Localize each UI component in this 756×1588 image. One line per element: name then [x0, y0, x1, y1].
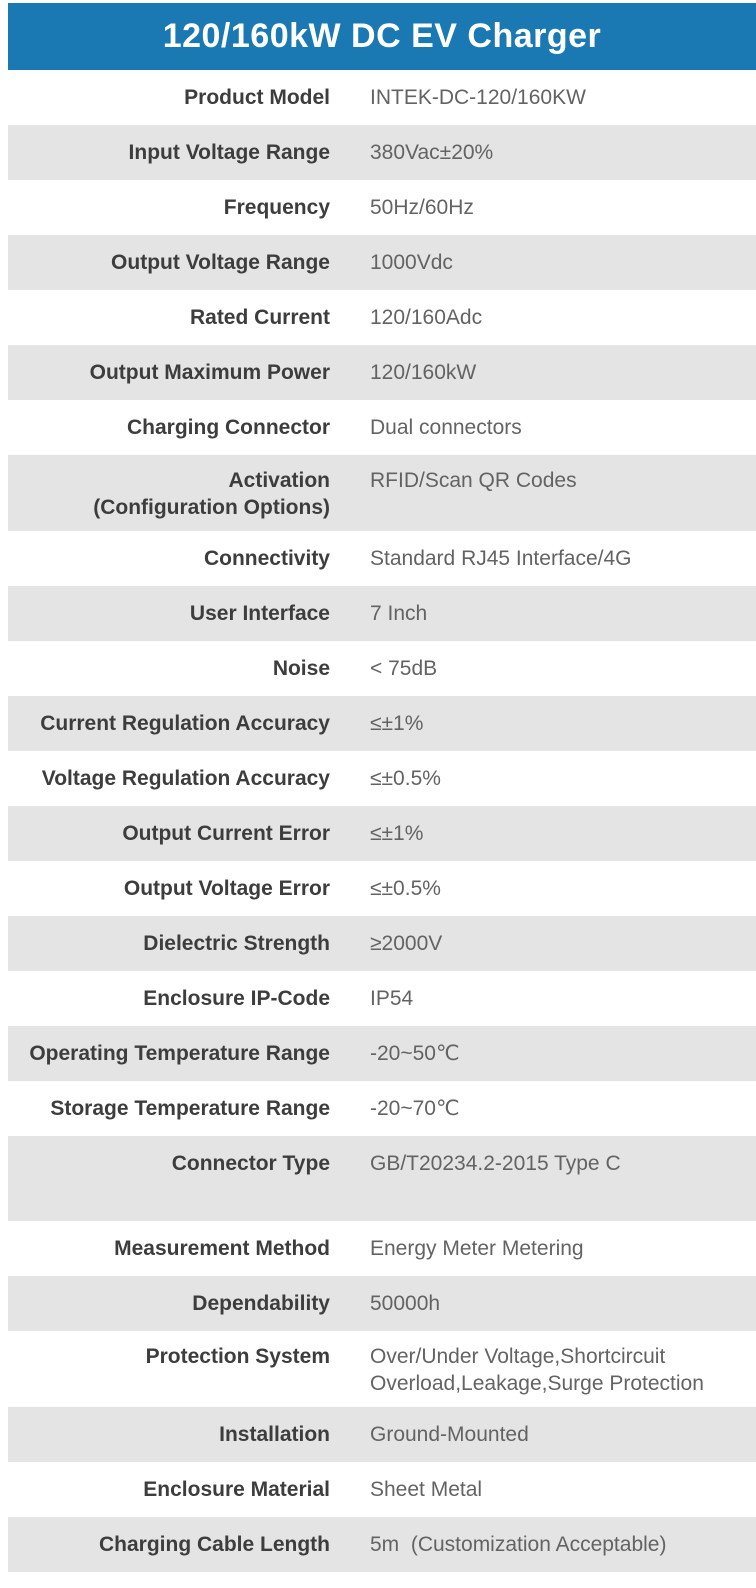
row-label: Voltage Regulation Accuracy [41, 767, 330, 790]
header-banner: 120/160kW DC EV Charger [8, 3, 756, 70]
row-label: Enclosure Material [143, 1478, 330, 1501]
row-label: Rated Current [189, 306, 330, 329]
table-row: Connectivity Standard RJ45 Interface/4G [8, 531, 756, 586]
row-label: Noise [272, 657, 330, 680]
table-row: Activation (Configuration Options) RFID/… [8, 455, 756, 531]
row-value: 120/160Adc [370, 306, 483, 329]
row-value: 5m (Customization Acceptable) [370, 1533, 667, 1556]
table-row: Voltage Regulation Accuracy ≤±0.5% [8, 751, 756, 806]
table-row: Charging Connector Dual connectors [8, 400, 756, 455]
row-value: 50000h [370, 1292, 441, 1315]
row-value: Ground-Mounted [370, 1423, 529, 1446]
row-value: ≤±0.5% [370, 767, 441, 790]
row-value: Dual connectors [370, 416, 522, 439]
row-label: Dielectric Strength [143, 932, 330, 955]
table-row: Product Model INTEK-DC-120/160KW [8, 70, 756, 125]
row-label: Activation (Configuration Options) [93, 469, 330, 519]
row-label: Product Model [184, 86, 330, 109]
row-label: Storage Temperature Range [50, 1097, 330, 1120]
row-label: Enclosure IP-Code [143, 987, 330, 1010]
row-label: Current Regulation Accuracy [40, 712, 330, 735]
table-row: Output Current Error ≤±1% [8, 806, 756, 861]
table-row: Noise < 75dB [8, 641, 756, 696]
table-row: Enclosure Material Sheet Metal [8, 1462, 756, 1517]
row-label: Charging Cable Length [99, 1533, 330, 1556]
row-label: User Interface [189, 602, 330, 625]
table-row: Charging Cable Length 5m (Customization … [8, 1517, 756, 1572]
row-value: 50Hz/60Hz [370, 196, 474, 219]
table-row: Input Voltage Range 380Vac±20% [8, 125, 756, 180]
row-label: Dependability [192, 1292, 330, 1315]
table-row: Dielectric Strength ≥2000V [8, 916, 756, 971]
table-row: Rated Current 120/160Adc [8, 290, 756, 345]
row-value: ≥2000V [370, 932, 443, 955]
row-label: Measurement Method [114, 1237, 330, 1260]
row-label: Input Voltage Range [128, 141, 330, 164]
table-row: Frequency 50Hz/60Hz [8, 180, 756, 235]
row-label: Output Current Error [122, 822, 330, 845]
row-value: RFID/Scan QR Codes [370, 469, 577, 492]
row-value: IP54 [370, 987, 414, 1010]
page-title: 120/160kW DC EV Charger [162, 17, 602, 55]
row-value: 120/160kW [370, 361, 477, 384]
row-label: Charging Connector [127, 416, 330, 439]
table-row: Current Regulation Accuracy ≤±1% [8, 696, 756, 751]
row-label: Output Voltage Range [111, 251, 330, 274]
table-row: Output Voltage Range 1000Vdc [8, 235, 756, 290]
row-label: Installation [219, 1423, 330, 1446]
spec-table: Product Model INTEK-DC-120/160KW Input V… [8, 70, 756, 1572]
row-value: < 75dB [370, 657, 438, 680]
table-row: Connector Type GB/T20234.2-2015 Type C [8, 1136, 756, 1221]
row-value: 1000Vdc [370, 251, 453, 274]
table-row: Dependability 50000h [8, 1276, 756, 1331]
row-value: ≤±1% [370, 822, 424, 845]
row-value: GB/T20234.2-2015 Type C [370, 1152, 621, 1175]
table-row: Output Maximum Power 120/160kW [8, 345, 756, 400]
table-row: Operating Temperature Range -20~50℃ [8, 1026, 756, 1081]
table-row: Storage Temperature Range -20~70℃ [8, 1081, 756, 1136]
row-label: Operating Temperature Range [29, 1042, 330, 1065]
row-label: Connectivity [203, 547, 330, 570]
table-row: Protection System Over/Under Voltage,Sho… [8, 1331, 756, 1407]
row-value: Sheet Metal [370, 1478, 483, 1501]
row-value: INTEK-DC-120/160KW [370, 86, 586, 109]
table-row: Enclosure IP-Code IP54 [8, 971, 756, 1026]
table-row: Installation Ground-Mounted [8, 1407, 756, 1462]
row-label: Frequency [223, 196, 330, 219]
row-label: Protection System [145, 1345, 330, 1368]
row-label: Output Voltage Error [123, 877, 330, 900]
table-row: User Interface 7 Inch [8, 586, 756, 641]
row-value: Over/Under Voltage,Shortcircuit Overload… [370, 1345, 704, 1395]
row-value: 380Vac±20% [370, 141, 494, 164]
row-value: -20~50℃ [370, 1042, 460, 1065]
row-value: -20~70℃ [370, 1097, 460, 1120]
row-value: ≤±0.5% [370, 877, 441, 900]
row-value: ≤±1% [370, 712, 424, 735]
table-row: Measurement Method Energy Meter Metering [8, 1221, 756, 1276]
table-row: Output Voltage Error ≤±0.5% [8, 861, 756, 916]
row-value: Standard RJ45 Interface/4G [370, 547, 632, 570]
row-value: Energy Meter Metering [370, 1237, 584, 1260]
row-value: 7 Inch [370, 602, 428, 625]
row-label: Output Maximum Power [89, 361, 330, 384]
row-label: Connector Type [171, 1152, 330, 1175]
